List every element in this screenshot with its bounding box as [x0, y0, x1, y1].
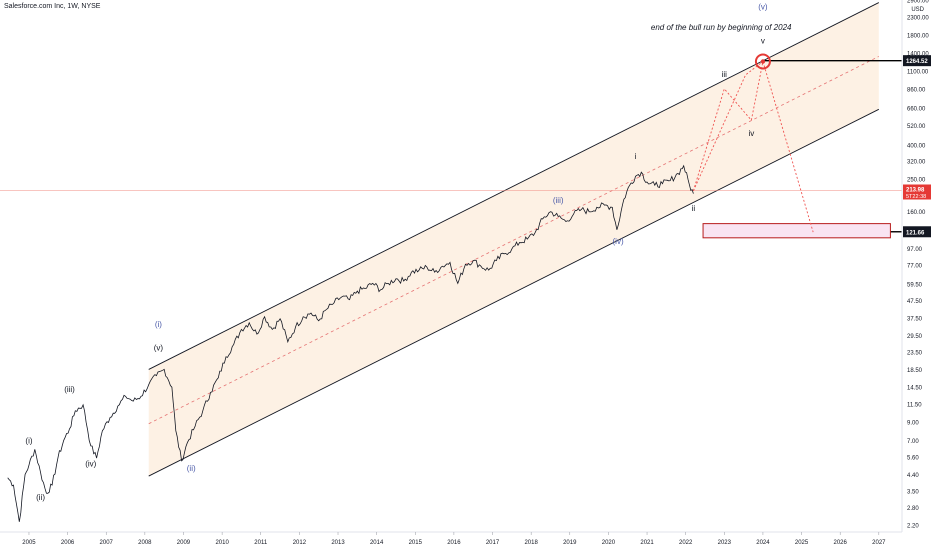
target-box[interactable]	[702, 223, 891, 239]
y-tick-label: 11.50	[907, 403, 922, 409]
x-tick-label: 2008	[138, 540, 152, 546]
target-circle[interactable]	[754, 53, 771, 70]
y-tick-label: 2.20	[907, 524, 919, 530]
x-tick-label: 2022	[679, 540, 693, 546]
x-tick-label: 2020	[602, 540, 616, 546]
symbol-title: Salesforce.com Inc, 1W, NYSE	[4, 3, 101, 10]
price-line[interactable]	[7, 164, 694, 522]
x-tick-label: 2005	[22, 540, 36, 546]
x-tick-label: 2016	[447, 540, 461, 546]
y-tick-label: 29.50	[907, 334, 923, 340]
y-tick-label: 2300.00	[907, 15, 929, 21]
y-tick-label: 160.00	[907, 210, 926, 216]
y-tick-label: 860.00	[907, 87, 926, 93]
wave-label: (iii)	[553, 196, 564, 205]
wave-label: (ii)	[36, 493, 45, 502]
y-tick-label: 320.00	[907, 160, 926, 166]
x-tick-label: 2007	[100, 540, 114, 546]
y-tick-label: 660.00	[907, 107, 926, 113]
last-price-badge	[903, 184, 931, 200]
y-tick-label: 250.00	[907, 178, 926, 184]
bar-countdown-label: 5T22:38	[906, 194, 926, 200]
wave-label: iv	[748, 129, 754, 138]
y-tick-label: 4.40	[907, 473, 919, 479]
y-tick-label: 23.50	[907, 350, 923, 356]
y-tick-label: 3.50	[907, 490, 919, 496]
wave-label: v	[761, 36, 765, 45]
currency-label: USD	[911, 7, 924, 13]
x-tick-label: 2018	[524, 540, 538, 546]
y-tick-label: 47.50	[907, 299, 923, 305]
x-tick-label: 2011	[254, 540, 268, 546]
wave-label: (iv)	[613, 237, 624, 246]
wave-label: (iv)	[85, 460, 96, 469]
y-tick-label: 5.60	[907, 455, 919, 461]
y-tick-label: 1800.00	[907, 33, 929, 39]
wave-label: (v)	[154, 343, 164, 352]
wave-label: (ii)	[187, 464, 196, 473]
channel-middle-line[interactable]	[148, 56, 880, 425]
x-tick-label: 2017	[486, 540, 500, 546]
x-tick-label: 2019	[563, 540, 577, 546]
x-tick-label: 2025	[795, 540, 809, 546]
y-tick-label: 7.00	[907, 439, 919, 445]
wave-label: (iii)	[64, 385, 75, 394]
channel-fill	[148, 2, 879, 477]
x-tick-label: 2021	[640, 540, 654, 546]
y-tick-label: 9.00	[907, 421, 919, 427]
last-price-label: 213.98	[906, 187, 925, 193]
x-tick-label: 2010	[215, 540, 229, 546]
y-tick-label: 18.50	[907, 368, 923, 374]
y-tick-label: 1100.00	[907, 69, 929, 75]
y-tick-label: 14.50	[907, 386, 923, 392]
wave-label: iii	[722, 70, 728, 79]
x-tick-label: 2009	[177, 540, 191, 546]
y-tick-label: 77.00	[907, 264, 923, 270]
price-badge	[903, 226, 931, 238]
y-tick-label: 37.50	[907, 316, 923, 322]
y-tick-label: 97.00	[907, 247, 923, 253]
x-tick-label: 2015	[409, 540, 423, 546]
x-tick-label: 2024	[756, 540, 770, 546]
wave-label: i	[635, 152, 637, 161]
x-tick-label: 2013	[331, 540, 345, 546]
x-tick-label: 2014	[370, 540, 384, 546]
target-circle-center	[760, 59, 766, 64]
annotation-text: end of the bull run by beginning of 2024	[651, 23, 792, 32]
price-badge-label: 1264.52	[906, 59, 928, 65]
y-tick-label: 2.80	[907, 506, 919, 512]
wave-label: (v)	[758, 2, 768, 11]
x-tick-label: 2012	[293, 540, 307, 546]
wave-label: (i)	[25, 437, 32, 446]
x-tick-label: 2006	[61, 540, 75, 546]
y-tick-label: 2900.00	[907, 0, 929, 5]
channel-lower-line[interactable]	[148, 108, 880, 477]
price-badge	[903, 55, 931, 67]
y-tick-label: 400.00	[907, 143, 926, 149]
y-tick-label: 1400.00	[907, 52, 929, 58]
x-tick-label: 2027	[872, 540, 886, 546]
x-tick-label: 2026	[834, 540, 848, 546]
wave-label: (i)	[155, 320, 162, 329]
x-tick-label: 2023	[718, 540, 732, 546]
price-badge-label: 121.66	[906, 230, 925, 236]
wave-label: ii	[692, 204, 696, 213]
y-tick-label: 59.50	[907, 283, 923, 289]
y-tick-label: 520.00	[907, 124, 926, 130]
